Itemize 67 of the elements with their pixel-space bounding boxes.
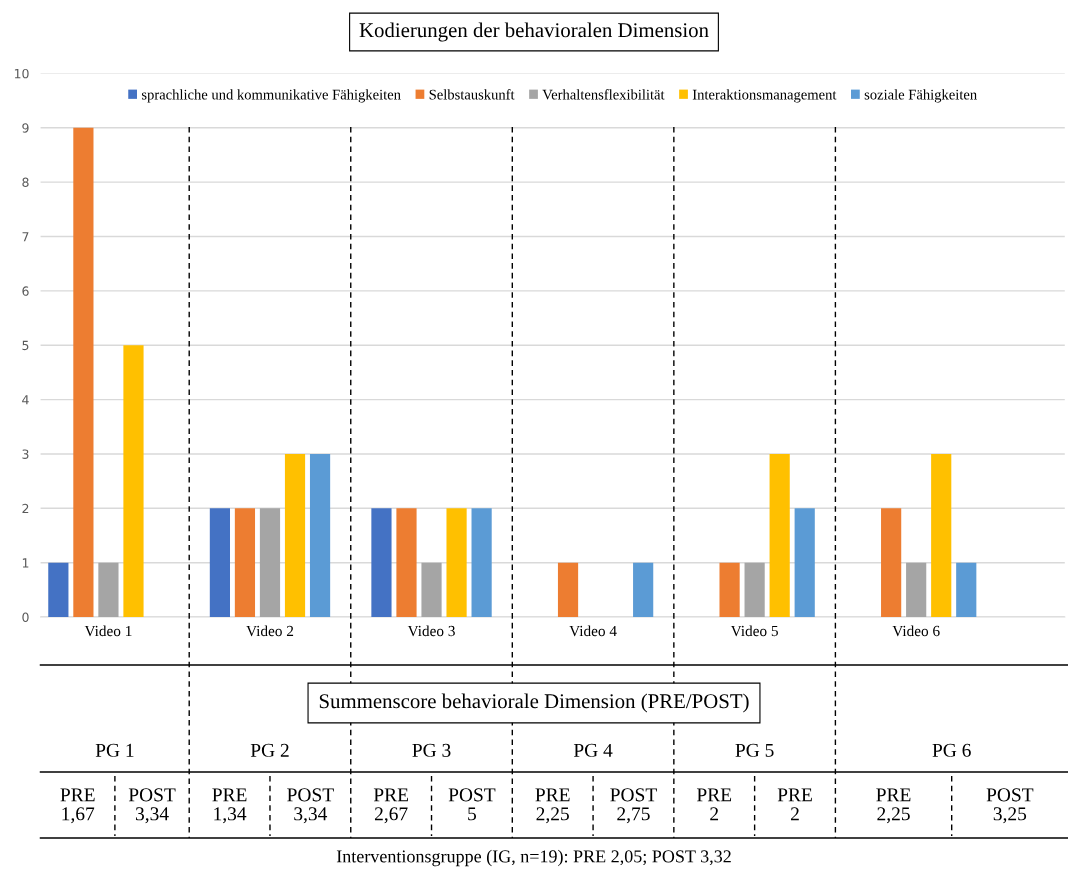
y-tick-label: 0 <box>22 612 29 622</box>
text: PG 3 <box>412 743 451 757</box>
bar <box>794 508 815 618</box>
y-tick-label: 8 <box>22 177 29 188</box>
bar <box>284 453 306 618</box>
bar <box>98 562 119 618</box>
text: POST 3,34 <box>287 788 334 824</box>
x-tick-label: Video 4 <box>569 625 617 637</box>
y-tick-label: 7 <box>22 232 29 242</box>
text: POST 3,25 <box>986 788 1034 824</box>
y-tick-label: 10 <box>14 68 29 79</box>
y-tick-label: 6 <box>22 286 29 296</box>
text: PG 6 <box>932 743 971 757</box>
text: PRE 2 <box>777 788 812 821</box>
legend-label: soziale Fähigkeiten <box>864 89 977 103</box>
x-tick-label: Video 3 <box>407 625 455 637</box>
text: PRE 2,67 <box>373 788 409 824</box>
y-tick-label: 3 <box>22 449 29 459</box>
bar <box>744 562 765 618</box>
y-tick-label: 4 <box>22 395 29 405</box>
bar <box>881 508 902 618</box>
bar <box>471 508 492 618</box>
bar <box>48 562 69 618</box>
bar <box>259 508 281 618</box>
bar <box>906 562 927 618</box>
y-tick-label: 1 <box>22 558 29 568</box>
text: PG 2 <box>250 743 289 757</box>
text: PRE 2 <box>696 788 732 821</box>
bar <box>719 562 740 618</box>
bar <box>209 508 230 618</box>
text: Summenscore behaviorale Dimension (PRE/POST) <box>319 693 749 713</box>
x-tick-label: Video 2 <box>246 625 294 637</box>
legend-label: sprachliche und kommunikative Fähigkeiten <box>141 89 401 103</box>
y-tick-label: 2 <box>22 503 29 514</box>
legend-label: Interaktionsmanagement <box>692 89 837 103</box>
text: PRE 2,25 <box>535 788 570 824</box>
x-tick-label: Video 6 <box>892 625 940 637</box>
bar <box>633 562 654 618</box>
legend-label: Verhaltensflexibilität <box>542 89 665 100</box>
text: PRE 1,34 <box>212 788 247 824</box>
bar <box>557 562 579 618</box>
text: PRE 2,25 <box>876 788 911 824</box>
bar <box>123 345 144 618</box>
x-tick-label: Video 1 <box>84 625 132 637</box>
bar <box>931 453 952 618</box>
bar <box>396 508 417 618</box>
bar <box>234 508 256 618</box>
text: PG 1 <box>95 743 134 757</box>
bar <box>309 453 331 618</box>
x-tick-label: Video 5 <box>730 625 778 637</box>
bar <box>446 508 467 618</box>
text: POST 5 <box>448 788 496 821</box>
text: PG 5 <box>735 743 774 757</box>
bar <box>769 453 790 618</box>
bar <box>73 127 94 618</box>
bar <box>421 562 442 618</box>
text: PRE 1,67 <box>60 788 95 824</box>
bar <box>956 562 977 618</box>
text: PG 4 <box>573 743 613 757</box>
legend-label: Selbstauskunft <box>429 89 515 100</box>
text: POST 2,75 <box>610 788 657 824</box>
bar <box>371 508 392 618</box>
text: Interventionsgruppe (IG, n=19): PRE 2,05; POST 3,32 <box>336 849 731 867</box>
y-tick-label: 9 <box>22 123 29 133</box>
y-tick-label: 5 <box>22 340 29 351</box>
text: POST 3,34 <box>128 788 176 824</box>
chart-title: Kodierungen der behavioralen Dimension <box>359 22 709 42</box>
